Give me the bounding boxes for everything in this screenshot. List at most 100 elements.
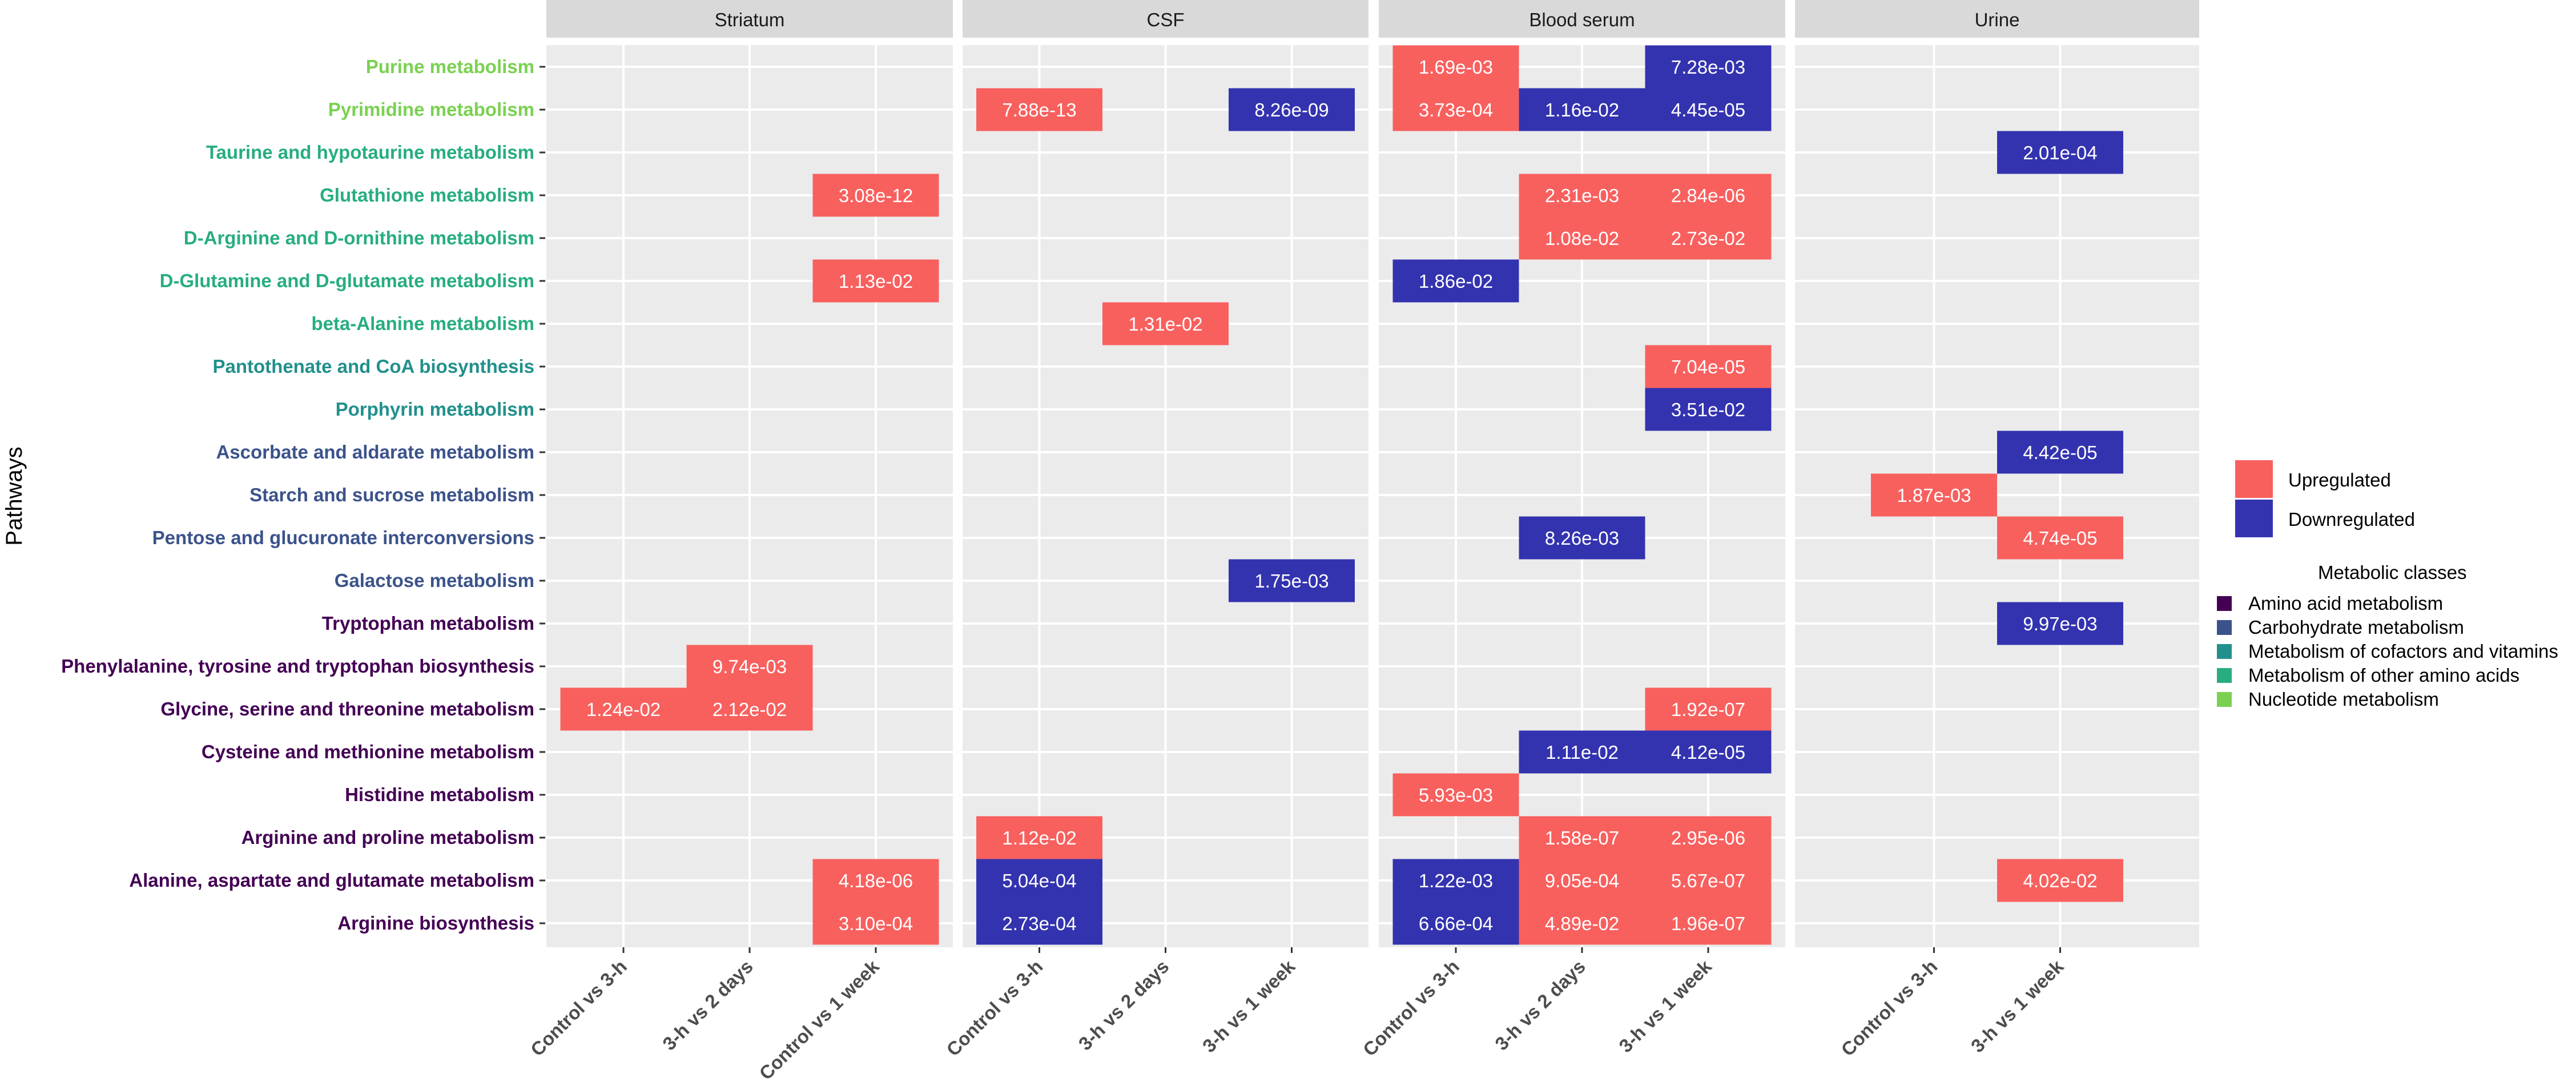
y-tick-label: Pentose and glucuronate interconversions [152, 527, 534, 548]
heatmap-cell-upregulated [812, 174, 939, 217]
heatmap-cell-downregulated [1645, 88, 1772, 131]
heatmap-cell-upregulated [812, 259, 939, 303]
facet-strip-2 [963, 0, 1368, 38]
legend-class-swatch [2217, 620, 2232, 635]
heatmap-cell-upregulated [1519, 174, 1645, 217]
cell-pvalue-label: 7.28e-03 [1671, 57, 1745, 78]
facet-strip-1 [546, 0, 953, 38]
legend-class-label: Amino acid metabolism [2248, 593, 2443, 614]
heatmap-cell-upregulated [1645, 174, 1772, 217]
cell-pvalue-label: 1.58e-07 [1545, 827, 1619, 848]
cell-pvalue-label: 2.73e-02 [1671, 228, 1745, 249]
cell-pvalue-label: 5.67e-07 [1671, 870, 1745, 891]
legend-class-label: Metabolism of cofactors and vitamins [2248, 641, 2558, 662]
heatmap-cell-upregulated [1645, 902, 1772, 945]
x-tick-label: 3-h vs 2 days [1074, 956, 1173, 1055]
cell-pvalue-label: 1.96e-07 [1671, 913, 1745, 934]
cell-pvalue-label: 4.42e-05 [2023, 442, 2097, 463]
cell-pvalue-label: 1.13e-02 [839, 271, 913, 292]
heatmap-cell-upregulated [1997, 859, 2123, 902]
heatmap-cell-upregulated [560, 687, 687, 731]
heatmap-cell-upregulated [1645, 859, 1772, 902]
heatmap-cell-upregulated [1392, 88, 1519, 131]
heatmap-cell-upregulated [1519, 816, 1645, 859]
heatmap-cell-upregulated [1102, 302, 1229, 345]
x-tick-label: Control vs 3-h [526, 956, 631, 1060]
legend-class-label: Carbohydrate metabolism [2248, 617, 2464, 638]
facet-title: Striatum [715, 9, 785, 30]
cell-pvalue-label: 3.08e-12 [839, 185, 913, 206]
cell-pvalue-label: 2.01e-04 [2023, 142, 2097, 163]
heatmap-cell-downregulated [976, 902, 1102, 945]
heatmap-cell-upregulated [1519, 902, 1645, 945]
cell-pvalue-label: 3.51e-02 [1671, 399, 1745, 420]
legend-classes-title: Metabolic classes [2318, 562, 2466, 583]
x-tick-label: 3-h vs 1 week [1198, 955, 1299, 1056]
legend-swatch-up [2235, 460, 2273, 498]
heatmap-cell-upregulated [812, 859, 939, 902]
heatmap-cell-upregulated [1645, 216, 1772, 260]
x-tick-label: Control vs 1 week [755, 955, 883, 1084]
y-axis-title: Pathways [2, 447, 27, 545]
cell-pvalue-label: 2.73e-04 [1002, 913, 1076, 934]
heatmap-cell-downregulated [1997, 431, 2123, 474]
legend-swatch-down [2235, 500, 2273, 537]
heatmap-cell-upregulated [1519, 859, 1645, 902]
heatmap-cell-downregulated [1645, 388, 1772, 431]
heatmap-cell-upregulated [686, 645, 813, 688]
cell-pvalue-label: 1.92e-07 [1671, 699, 1745, 720]
y-tick-label: Porphyrin metabolism [336, 399, 534, 420]
cell-pvalue-label: 2.12e-02 [713, 699, 787, 720]
facet-title: Blood serum [1529, 9, 1635, 30]
heatmap-cell-upregulated [686, 687, 813, 731]
heatmap-cell-upregulated [1392, 45, 1519, 89]
heatmap-cell-downregulated [1519, 516, 1645, 560]
cell-pvalue-label: 7.04e-05 [1671, 356, 1745, 377]
cell-pvalue-label: 1.75e-03 [1254, 570, 1329, 592]
heatmap-cell-downregulated [1997, 131, 2123, 174]
heatmap-cell-upregulated [1392, 773, 1519, 817]
cell-pvalue-label: 3.73e-04 [1419, 99, 1493, 120]
cell-pvalue-label: 1.08e-02 [1545, 228, 1619, 249]
legend-class-swatch [2217, 692, 2232, 707]
y-tick-label: Galactose metabolism [335, 570, 534, 591]
y-tick-label: Tryptophan metabolism [322, 613, 534, 634]
cell-pvalue-label: 3.10e-04 [839, 913, 913, 934]
cell-pvalue-label: 4.12e-05 [1671, 742, 1745, 763]
legend-class-label: Nucleotide metabolism [2248, 689, 2439, 710]
cell-pvalue-label: 2.84e-06 [1671, 185, 1745, 206]
x-tick-label: 3-h vs 2 days [1491, 956, 1589, 1055]
cell-pvalue-label: 4.45e-05 [1671, 99, 1745, 120]
heatmap-cell-downregulated [976, 859, 1102, 902]
heatmap-cell-upregulated [1871, 473, 1997, 517]
cell-pvalue-label: 1.12e-02 [1002, 827, 1076, 848]
y-tick-label: Glutathione metabolism [320, 184, 534, 206]
heatmap-cell-upregulated [976, 816, 1102, 859]
legend-class-swatch [2217, 644, 2232, 659]
cell-pvalue-label: 2.95e-06 [1671, 827, 1745, 848]
cell-pvalue-label: 1.24e-02 [586, 699, 661, 720]
heatmap-cell-upregulated [812, 902, 939, 945]
y-tick-label: Alanine, aspartate and glutamate metabol… [129, 870, 534, 891]
x-tick-label: Control vs 3-h [942, 956, 1046, 1060]
cell-pvalue-label: 9.97e-03 [2023, 613, 2097, 634]
legend-label: Downregulated [2288, 509, 2415, 530]
cell-pvalue-label: 1.31e-02 [1128, 313, 1202, 335]
cell-pvalue-label: 1.22e-03 [1419, 870, 1493, 891]
heatmap-cell-upregulated [1645, 345, 1772, 388]
heatmap-cell-upregulated [1997, 516, 2123, 560]
y-tick-label: Starch and sucrose metabolism [249, 484, 534, 505]
cell-pvalue-label: 4.89e-02 [1545, 913, 1619, 934]
facet-title: CSF [1147, 9, 1185, 30]
y-tick-label: Cysteine and methionine metabolism [202, 741, 534, 762]
heatmap-cell-downregulated [1392, 859, 1519, 902]
y-tick-label: Pantothenate and CoA biosynthesis [212, 356, 534, 377]
cell-pvalue-label: 1.69e-03 [1419, 57, 1493, 78]
cell-pvalue-label: 5.93e-03 [1419, 785, 1493, 806]
x-tick-label: Control vs 3-h [1359, 956, 1463, 1060]
y-tick-label: D-Glutamine and D-glutamate metabolism [160, 270, 534, 291]
heatmap-cell-upregulated [1519, 216, 1645, 260]
heatmap-cell-downregulated [1229, 559, 1355, 602]
cell-pvalue-label: 4.18e-06 [839, 870, 913, 891]
cell-pvalue-label: 4.74e-05 [2023, 528, 2097, 549]
